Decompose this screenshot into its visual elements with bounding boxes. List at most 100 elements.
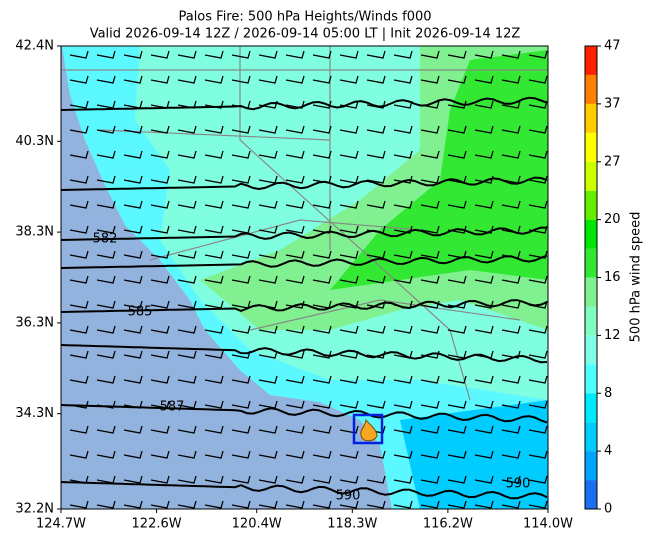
colorbar-tick-label: 8 — [604, 386, 612, 401]
colorbar-band — [585, 364, 597, 394]
wind-barb — [204, 325, 224, 334]
wind-barb — [339, 450, 359, 459]
wind-barb — [69, 225, 89, 234]
wind-barb — [501, 500, 521, 509]
wind-barb — [204, 275, 224, 284]
wind-barb — [393, 75, 413, 84]
wind-barb — [447, 400, 467, 409]
wind-barb — [123, 350, 143, 359]
wind-barb — [528, 450, 548, 459]
wind-barb — [312, 50, 332, 59]
wind-barb — [420, 400, 440, 409]
wind-barb — [258, 475, 278, 484]
wind-barb — [204, 150, 224, 159]
wind-barb — [528, 250, 548, 259]
wind-barb — [123, 150, 143, 159]
wind-barb — [258, 50, 278, 59]
cyan-zone — [62, 46, 548, 509]
wind-barb — [366, 350, 386, 359]
wind-barb — [312, 375, 332, 384]
wind-barb — [96, 75, 116, 84]
wind-barb — [501, 225, 521, 234]
wind-barb — [501, 250, 521, 259]
wind-barb — [366, 450, 386, 459]
wind-barb — [69, 125, 89, 134]
wind-barb — [285, 150, 305, 159]
wind-barb — [150, 200, 170, 209]
wind-barb — [420, 225, 440, 234]
wind-barb — [231, 500, 251, 509]
wind-barb — [150, 400, 170, 409]
wind-barb — [123, 425, 143, 434]
wind-barb — [339, 175, 359, 184]
wind-barb — [204, 450, 224, 459]
wind-barb — [420, 200, 440, 209]
wind-barb — [420, 275, 440, 284]
fire-perimeter — [360, 418, 378, 442]
wind-barb — [231, 375, 251, 384]
wind-barb — [258, 100, 278, 109]
plot-frame — [60, 45, 549, 510]
wind-barb — [420, 250, 440, 259]
wind-barb — [123, 100, 143, 109]
wind-barb — [447, 175, 467, 184]
wind-barb — [366, 275, 386, 284]
wind-barb — [366, 50, 386, 59]
wind-barb — [258, 425, 278, 434]
wind-barb — [393, 450, 413, 459]
wind-barb — [96, 325, 116, 334]
wind-barb — [501, 275, 521, 284]
wind-barb — [366, 200, 386, 209]
wind-barb — [420, 50, 440, 59]
wind-barb — [123, 325, 143, 334]
wind-barb — [339, 500, 359, 509]
wind-barb — [69, 100, 89, 109]
wind-barb — [123, 275, 143, 284]
wind-barb — [258, 250, 278, 259]
x-tick-label: 116.2W — [423, 517, 473, 532]
wind-barb — [447, 425, 467, 434]
wind-barb — [177, 425, 197, 434]
wind-barb — [69, 50, 89, 59]
wind-barb — [69, 150, 89, 159]
wind-barb — [474, 500, 494, 509]
wind-barb — [177, 375, 197, 384]
wind-barb — [258, 300, 278, 309]
wind-barb — [474, 150, 494, 159]
wind-barb — [312, 325, 332, 334]
wind-barb — [393, 475, 413, 484]
contour-line — [61, 404, 548, 424]
wind-barb — [258, 500, 278, 509]
wind-barb — [204, 375, 224, 384]
wind-barb — [339, 150, 359, 159]
wind-barb — [420, 425, 440, 434]
wind-barb — [339, 300, 359, 309]
wind-barb — [339, 375, 359, 384]
wind-barb — [150, 175, 170, 184]
wind-barb — [258, 275, 278, 284]
x-tick-label: 118.3W — [327, 517, 377, 532]
wind-barb — [96, 150, 116, 159]
wind-barb — [150, 275, 170, 284]
wind-barb — [528, 100, 548, 109]
wind-barb — [420, 475, 440, 484]
colorbar-band — [585, 46, 597, 75]
wind-barb — [312, 125, 332, 134]
wind-barb — [285, 500, 305, 509]
wind-barb — [204, 200, 224, 209]
wind-barb — [393, 150, 413, 159]
wind-barb — [447, 200, 467, 209]
contour-line — [61, 226, 547, 241]
wind-barb — [69, 75, 89, 84]
wind-barb — [285, 375, 305, 384]
wind-barb — [285, 425, 305, 434]
wind-barb — [123, 475, 143, 484]
wind-barb — [204, 425, 224, 434]
wind-barb — [285, 275, 305, 284]
wind-barb — [366, 225, 386, 234]
wind-barb — [150, 500, 170, 509]
wind-barb — [528, 125, 548, 134]
chart-subtitle: Valid 2026-09-14 12Z / 2026-09-14 05:00 … — [90, 27, 521, 42]
colorbar-band — [585, 74, 597, 104]
